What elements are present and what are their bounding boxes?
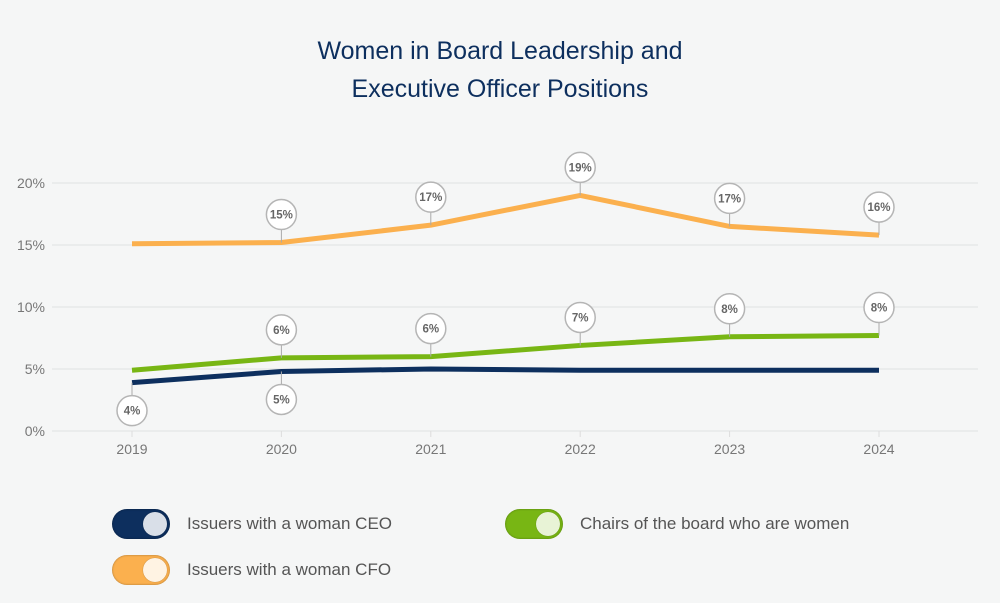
- data-label: 8%: [871, 303, 888, 315]
- data-label-bubble: [116, 394, 148, 427]
- toggle-knob: [143, 558, 167, 582]
- y-tick-label: 5%: [25, 361, 45, 377]
- chart-title: Women in Board Leadership and Executive …: [0, 32, 1000, 108]
- data-label: 4%: [124, 406, 141, 418]
- toggle-chairs[interactable]: [505, 509, 563, 539]
- data-label-bubble: [265, 314, 298, 346]
- x-tick-label: 2024: [863, 441, 894, 457]
- x-tick-label: 2019: [116, 441, 147, 457]
- data-label-bubble: [713, 293, 746, 325]
- data-label: 19%: [569, 162, 592, 174]
- line-chart: 0% 5% 10% 15% 20% 2019 2020 2021 2022 2023 2024 15%…: [17, 151, 978, 457]
- legend-item-ceo[interactable]: Issuers with a woman CEO: [112, 509, 392, 539]
- data-label-bubble: [415, 181, 447, 213]
- data-label: 16%: [867, 202, 890, 214]
- legend-label-chairs: Chairs of the board who are women: [580, 514, 850, 533]
- chart-title-line-2: Executive Officer Positions: [351, 75, 649, 103]
- legend-item-cfo[interactable]: Issuers with a woman CFO: [112, 555, 391, 585]
- x-tick-label: 2022: [565, 441, 596, 457]
- y-tick-label: 10%: [17, 299, 45, 315]
- data-label-bubble: [265, 383, 298, 416]
- legend-label-cfo: Issuers with a woman CFO: [187, 560, 392, 579]
- toggle-knob: [143, 512, 167, 536]
- legend-item-chairs[interactable]: Chairs of the board who are women: [505, 509, 849, 539]
- data-label: 17%: [718, 193, 741, 205]
- series-line-0: [131, 192, 880, 247]
- x-tick-label: 2021: [415, 441, 446, 457]
- y-tick-label: 15%: [17, 237, 45, 253]
- chart-title-line-1: Women in Board Leadership and: [317, 37, 683, 65]
- x-tick-label: 2020: [266, 441, 297, 457]
- data-label: 6%: [273, 325, 290, 337]
- legend-label-ceo: Issuers with a woman CEO: [187, 514, 393, 533]
- series-line-1: [131, 333, 880, 373]
- data-label: 15%: [270, 210, 293, 222]
- y-tick-label: 20%: [17, 175, 45, 191]
- toggle-ceo[interactable]: [112, 509, 170, 539]
- toggle-knob: [536, 512, 560, 536]
- data-label: 6%: [422, 324, 439, 336]
- data-label-bubble: [564, 151, 596, 184]
- series-line-2: [131, 366, 879, 386]
- data-label: 8%: [721, 304, 738, 316]
- data-label-bubble: [415, 312, 447, 345]
- data-label: 5%: [273, 394, 290, 406]
- data-label-bubble: [863, 291, 895, 324]
- data-label-bubble: [265, 198, 298, 231]
- data-label: 7%: [572, 312, 589, 324]
- data-label-bubble: [713, 182, 746, 215]
- data-label-bubble: [564, 301, 596, 334]
- y-tick-label: 0%: [25, 423, 45, 439]
- x-tick-label: 2023: [714, 441, 745, 457]
- toggle-cfo[interactable]: [112, 555, 170, 585]
- data-label: 17%: [419, 192, 442, 204]
- data-label-bubble: [863, 191, 895, 223]
